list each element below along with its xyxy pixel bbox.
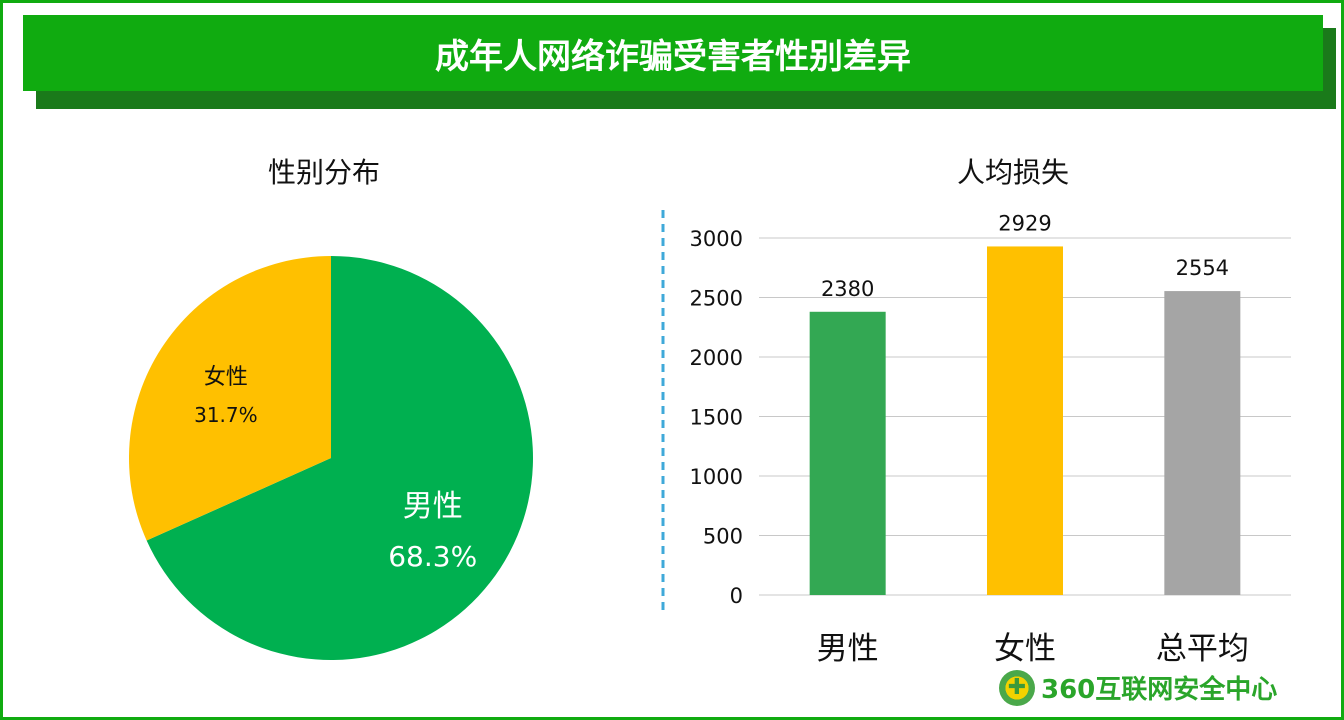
logo: ✚ 360互联网安全中心 xyxy=(999,669,1277,706)
pie-slice-1 xyxy=(129,256,331,541)
y-tick-label: 1000 xyxy=(690,465,743,489)
y-tick-label: 2000 xyxy=(690,346,743,370)
bar-2 xyxy=(1164,291,1241,595)
y-tick-label: 2500 xyxy=(690,287,743,311)
bar-1 xyxy=(987,246,1063,595)
y-tick-label: 1500 xyxy=(690,406,743,430)
charts-canvas: 男性 68.3% 女性 31.7% 0 500 1000 1500 2000 2500 3000 23… xyxy=(129,210,1291,667)
y-tick-label: 500 xyxy=(703,525,743,549)
bar-title: 人均损失 xyxy=(957,156,1070,189)
pie-label: 男性 xyxy=(403,489,463,524)
pie-label: 女性 xyxy=(204,365,248,390)
x-tick-label: 总平均 xyxy=(1156,631,1249,667)
logo-text: 360互联网安全中心 xyxy=(1041,675,1278,705)
x-tick-label: 女性 xyxy=(994,631,1056,667)
360-shield-icon: ✚ xyxy=(999,669,1035,706)
pie-slice-0 xyxy=(146,256,534,661)
y-tick-label: 3000 xyxy=(690,227,743,251)
pie-value-label: 68.3% xyxy=(388,540,477,573)
x-tick-label: 男性 xyxy=(817,631,879,667)
bar-value-label: 2554 xyxy=(1176,256,1229,280)
pie-title: 性别分布 xyxy=(268,156,381,189)
y-tick-label: 0 xyxy=(730,584,743,608)
bar-value-label: 2929 xyxy=(998,211,1051,235)
bar-0 xyxy=(809,311,886,595)
bar-value-label: 2380 xyxy=(821,277,874,301)
page-title: 成年人网络诈骗受害者性别差异 xyxy=(23,15,1323,91)
pie-value-label: 31.7% xyxy=(194,403,258,427)
